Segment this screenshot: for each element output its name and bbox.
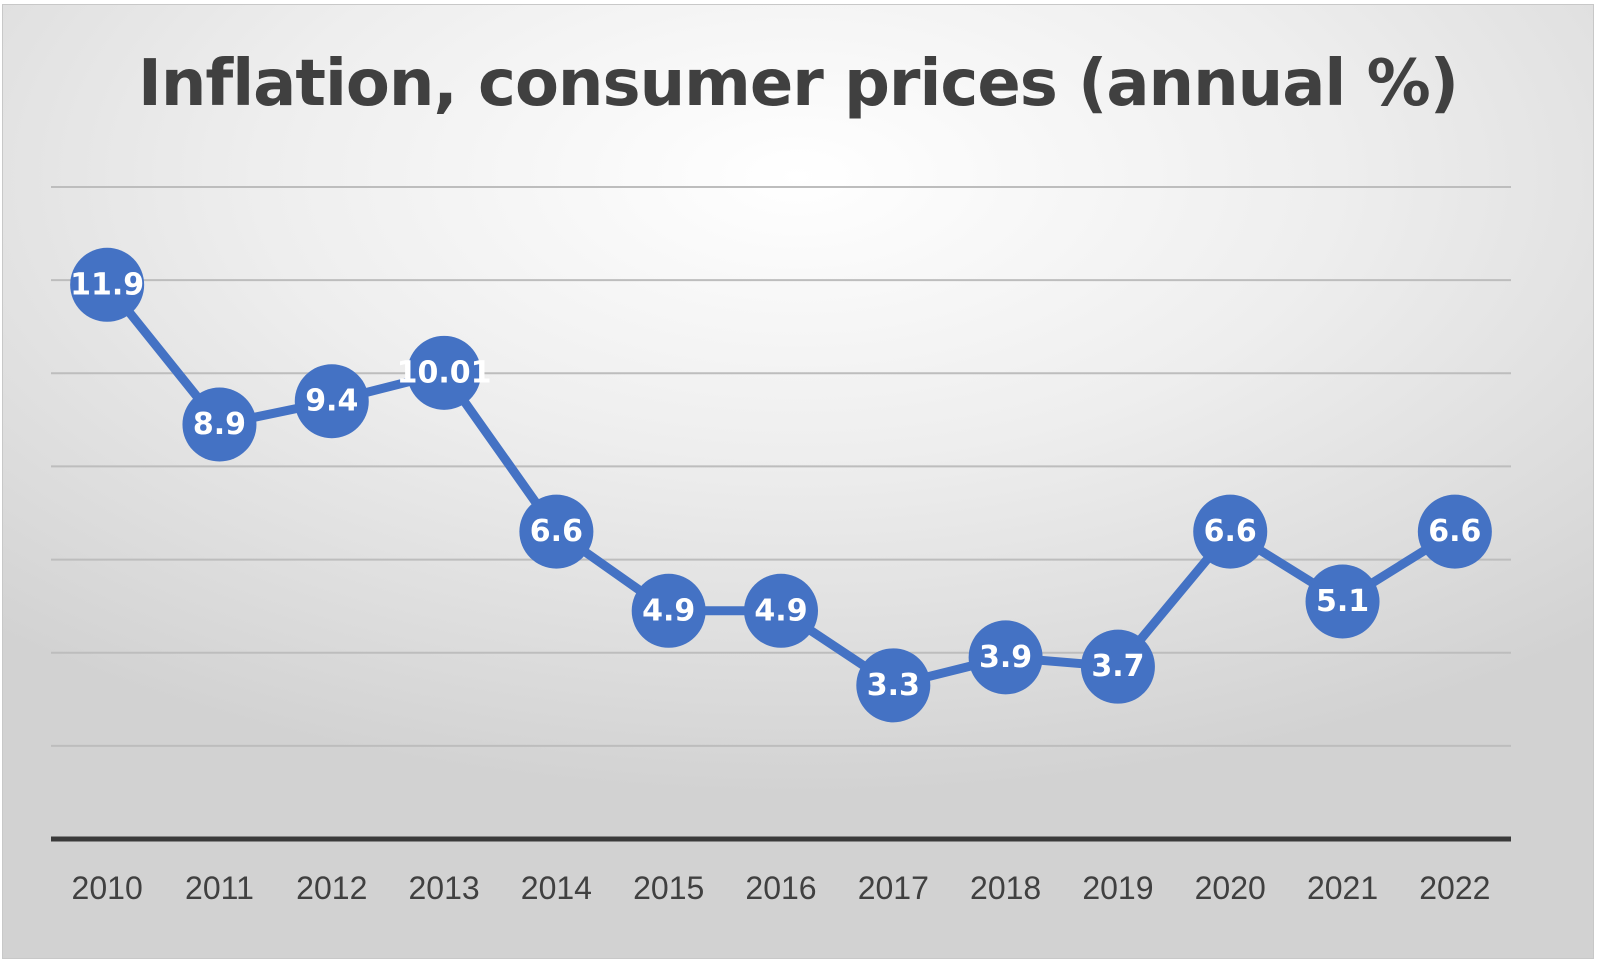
x-tick-label-2021: 2021 (1307, 870, 1378, 906)
data-point-2021 (1305, 564, 1380, 639)
x-tick-label-2016: 2016 (745, 870, 816, 906)
data-label-2018: 3.9 (979, 640, 1032, 675)
chart-area: Inflation, consumer prices (annual %) 11… (2, 4, 1594, 959)
x-tick-label-2012: 2012 (296, 870, 367, 906)
x-tick-label-2014: 2014 (521, 870, 592, 906)
x-tick-label-2010: 2010 (72, 870, 143, 906)
data-label-2013: 10.01 (397, 355, 492, 390)
x-tick-label-2013: 2013 (408, 870, 479, 906)
data-point-2018 (968, 620, 1043, 695)
x-axis-ticks: 2010 2011 2012 2013 2014 2015 2016 2017 2018 2019… (72, 870, 1491, 906)
data-point-2014 (519, 494, 594, 569)
plot-area: 11.9 8.9 9.4 10.01 6.6 4.9 4.9 3.3 3.9 3.7 6.6 5.1 6… (51, 186, 1511, 906)
data-point-2013 (407, 335, 482, 410)
data-label-2012: 9.4 (305, 384, 358, 419)
x-tick-label-2018: 2018 (970, 870, 1041, 906)
data-point-2010 (70, 247, 145, 322)
data-point-2012 (294, 364, 369, 439)
data-point-2017 (856, 648, 931, 723)
data-point-2019 (1080, 629, 1155, 704)
x-tick-label-2017: 2017 (858, 870, 929, 906)
data-label-2016: 4.9 (754, 593, 807, 628)
data-point-2011 (182, 387, 257, 462)
x-tick-label-2011: 2011 (185, 870, 254, 906)
x-tick-label-2019: 2019 (1082, 870, 1153, 906)
series-inflation: 11.9 8.9 9.4 10.01 6.6 4.9 4.9 3.3 3.9 3.7 6.6 5.1 6… (70, 247, 1492, 723)
data-label-2015: 4.9 (642, 593, 695, 628)
data-point-2022 (1417, 494, 1492, 569)
data-point-2016 (744, 573, 818, 648)
data-label-2011: 8.9 (193, 407, 246, 442)
data-label-2022: 6.6 (1428, 514, 1481, 549)
data-label-2019: 3.7 (1091, 649, 1144, 684)
gridlines (51, 186, 1511, 747)
data-point-2015 (631, 573, 706, 648)
data-label-2020: 6.6 (1204, 514, 1257, 549)
chart-title: Inflation, consumer prices (annual %) (138, 47, 1459, 121)
x-tick-label-2022: 2022 (1419, 870, 1490, 906)
x-tick-label-2015: 2015 (633, 870, 704, 906)
x-tick-label-2020: 2020 (1195, 870, 1266, 906)
data-label-2021: 5.1 (1316, 584, 1369, 619)
data-label-2014: 6.6 (530, 514, 583, 549)
data-label-2017: 3.3 (867, 668, 920, 703)
data-point-2020 (1193, 494, 1268, 569)
data-label-2010: 11.9 (70, 267, 144, 302)
